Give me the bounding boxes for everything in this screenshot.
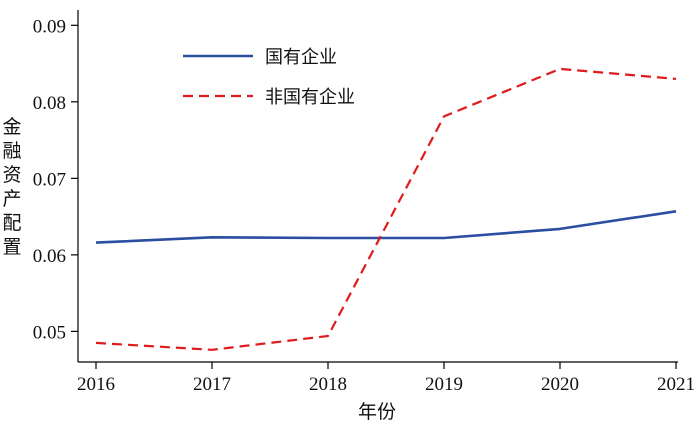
y-axis-title-char: 金 bbox=[2, 116, 21, 138]
y-tick-label: 0.07 bbox=[33, 169, 66, 190]
x-tick-label: 2020 bbox=[541, 374, 579, 395]
y-axis-title-char: 资 bbox=[2, 164, 21, 186]
series-layer bbox=[95, 67, 677, 351]
y-ticks: 0.05 0.06 0.07 0.08 0.09 bbox=[33, 16, 78, 343]
y-tick-label: 0.08 bbox=[33, 93, 66, 114]
y-axis-title-char: 产 bbox=[2, 188, 21, 210]
y-tick-label: 0.06 bbox=[33, 246, 66, 267]
x-tick-label: 2016 bbox=[77, 374, 115, 395]
y-tick-label: 0.05 bbox=[33, 322, 66, 343]
x-ticks: 2016 2017 2018 2019 2020 2021 bbox=[77, 362, 695, 395]
y-axis-title-char: 融 bbox=[2, 140, 21, 162]
y-tick-label: 0.09 bbox=[33, 16, 66, 37]
x-tick-label: 2019 bbox=[425, 374, 463, 395]
y-axis-title-char: 配 bbox=[2, 212, 21, 234]
y-axis-title-char: 置 bbox=[2, 236, 21, 258]
series-line-2 bbox=[95, 67, 677, 351]
series-line-1 bbox=[95, 210, 677, 244]
legend-label-2: 非国有企业 bbox=[265, 87, 355, 108]
x-tick-label: 2018 bbox=[309, 374, 347, 395]
x-tick-label: 2021 bbox=[657, 374, 695, 395]
legend-label-1: 国有企业 bbox=[265, 47, 337, 68]
x-axis-title: 年份 bbox=[358, 401, 396, 423]
axes bbox=[77, 10, 678, 363]
x-tick-label: 2017 bbox=[193, 374, 231, 395]
